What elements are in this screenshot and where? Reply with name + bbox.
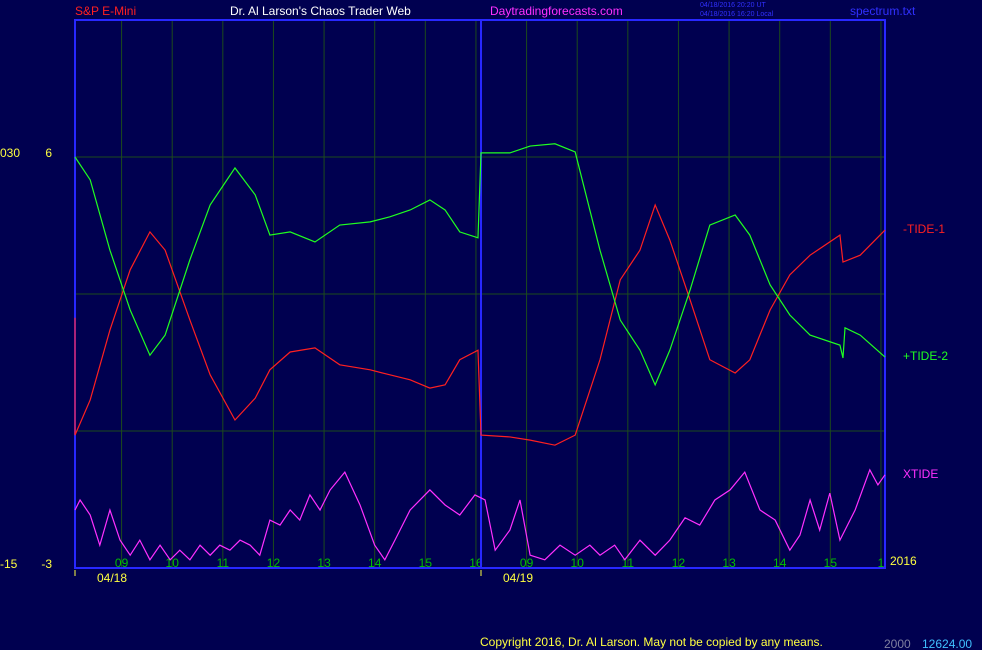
x-tick-label: 10 [571,556,585,570]
series-line [74,143,886,387]
x-tick-label: 15 [824,556,838,570]
x-tick-label: 13 [317,556,331,570]
x-tick-label: 15 [419,556,433,570]
x-tick-label: 11 [217,556,230,570]
day-label: 04/18 [97,571,127,585]
x-tick-label: 09 [115,556,129,570]
series-line [74,468,886,561]
x-tick-label: 12 [672,556,686,570]
series-line [74,203,886,446]
chart-title: Dr. Al Larson's Chaos Trader Web [230,4,411,18]
x-tick-label: 16 [469,556,483,570]
x-tick-label: 1 [878,556,885,570]
y-tick-label: 6 [45,146,52,160]
x-tick-label: 13 [722,556,736,570]
file-name: spectrum.txt [850,4,916,18]
timestamp: 04/18/2016 20:20 UT [700,2,766,9]
footer-value: 12624.00 [922,637,972,650]
x-tick-label: 14 [773,556,787,570]
website: Daytradingforecasts.com [490,4,623,18]
left-scale-label: -15 [0,557,18,571]
left-scale-label: 030 [0,146,20,160]
timestamp: 04/18/2016 16:20 Local [700,11,774,18]
x-tick-label: 12 [267,556,281,570]
series-label: XTIDE [903,467,938,481]
x-tick-label: 14 [368,556,382,570]
year-label: 2016 [890,554,917,568]
x-tick-label: 09 [520,556,534,570]
y-tick-label: -3 [41,557,52,571]
copyright: Copyright 2016, Dr. Al Larson. May not b… [480,635,823,649]
series-label: +TIDE-2 [903,349,948,363]
footer-value: 2000 [884,637,911,650]
series-label: -TIDE-1 [903,222,945,236]
day-label: 04/19 [503,571,533,585]
x-tick-label: 10 [166,556,180,570]
instrument: S&P E-Mini [75,4,136,18]
